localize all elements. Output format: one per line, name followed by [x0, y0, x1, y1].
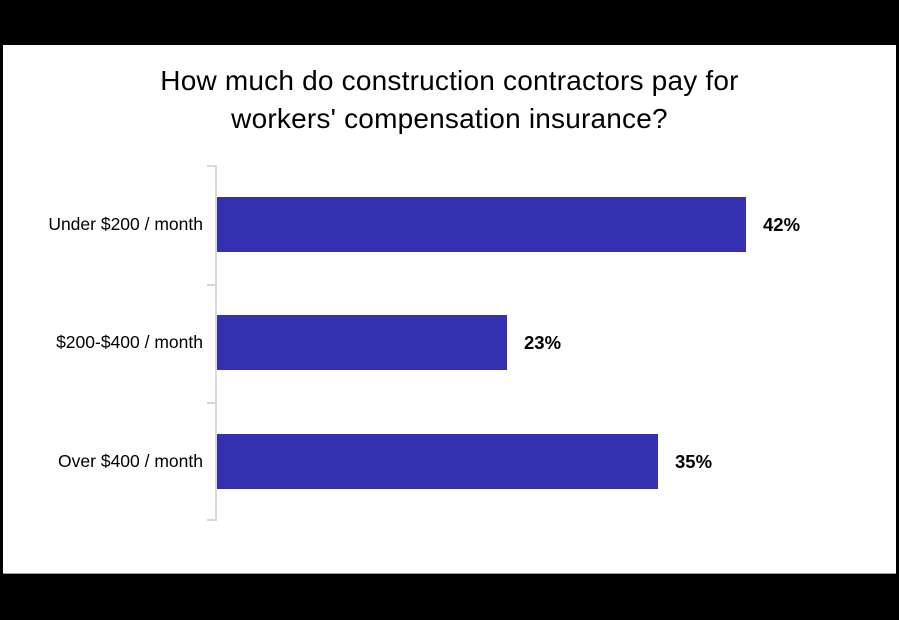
category-label: Under $200 / month	[48, 213, 203, 234]
bar-row: 23%	[217, 284, 872, 403]
plot-area: 42% 23% 35%	[207, 165, 872, 521]
axis-tick	[207, 519, 217, 521]
chart-title-line-1: How much do construction contractors pay…	[160, 65, 739, 96]
category-label: $200-$400 / month	[56, 332, 203, 353]
chart-title: How much do construction contractors pay…	[3, 62, 896, 138]
axis-tick	[207, 402, 217, 404]
bar	[217, 196, 746, 252]
bar	[217, 434, 658, 490]
category-axis-labels: Under $200 / month $200-$400 / month Over …	[3, 165, 203, 521]
bar	[217, 315, 507, 371]
chart-title-line-2: workers' compensation insurance?	[231, 103, 668, 134]
slide: How much do construction contractors pay…	[3, 45, 896, 574]
category-label: Over $400 / month	[58, 451, 203, 472]
value-label: 23%	[524, 332, 562, 354]
axis-tick	[207, 165, 217, 167]
bar-row: 35%	[217, 402, 872, 521]
axis-tick	[207, 284, 217, 286]
value-label: 42%	[763, 213, 801, 235]
value-label: 35%	[675, 451, 713, 473]
bar-row: 42%	[217, 165, 872, 284]
